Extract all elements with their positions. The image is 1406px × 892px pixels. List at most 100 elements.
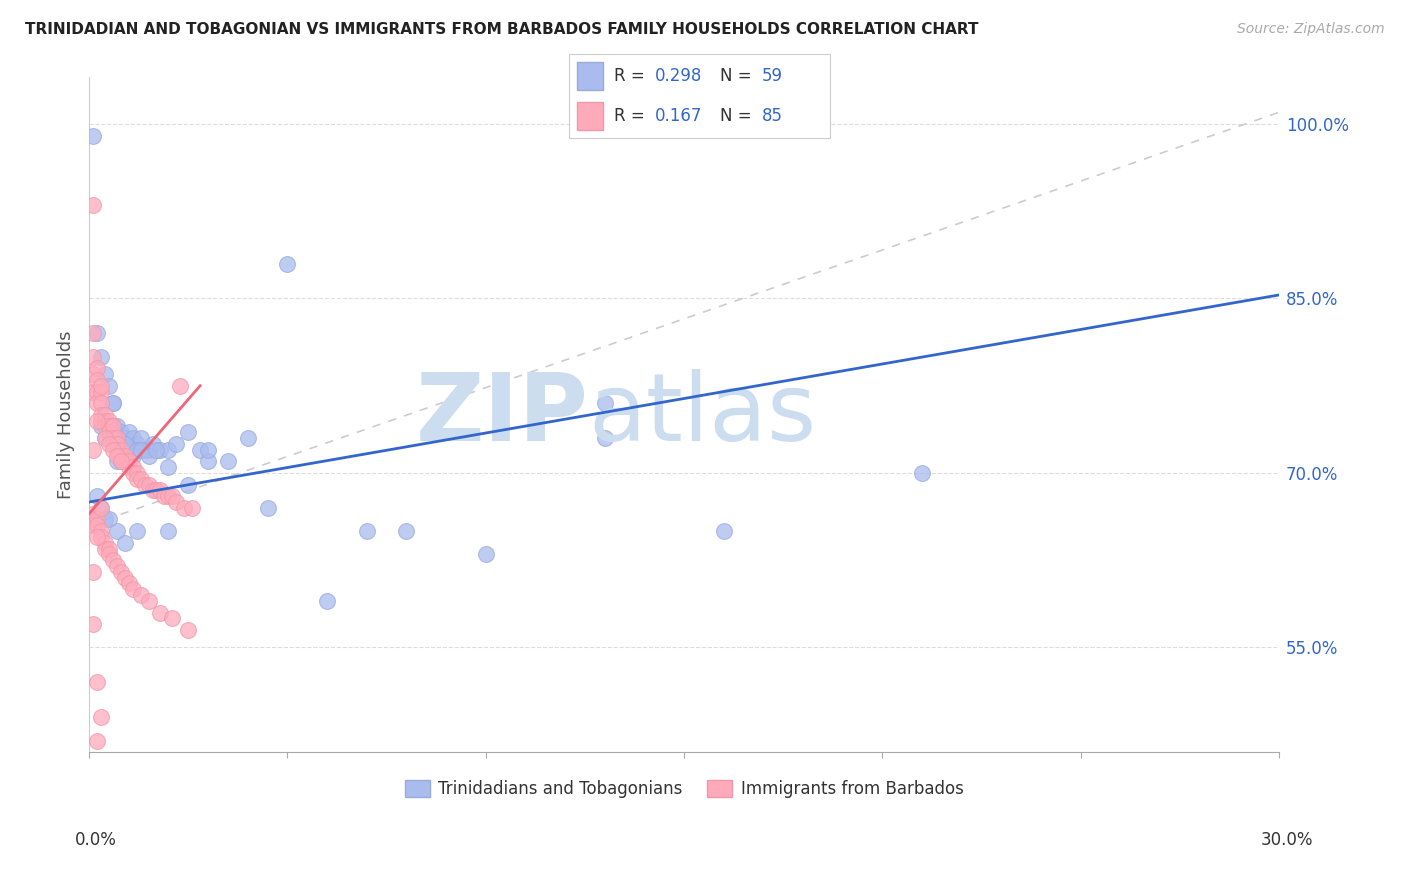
Point (90, 419, 112, 434)
Point (118, 425, 141, 440)
Point (162, 489, 184, 503)
Point (97, 512, 120, 526)
Point (101, 431, 124, 445)
Point (90, 524, 112, 538)
Point (149, 442, 172, 457)
Point (121, 431, 143, 445)
Point (110, 442, 132, 457)
Point (86, 414, 108, 428)
Point (134, 442, 156, 457)
Point (157, 489, 180, 503)
Point (82, 507, 104, 521)
Point (162, 611, 184, 625)
Point (110, 454, 132, 468)
Point (114, 449, 136, 463)
Point (165, 437, 187, 451)
Point (110, 565, 132, 579)
Point (90, 710, 112, 724)
Point (236, 431, 259, 445)
Point (125, 524, 148, 538)
Point (197, 442, 219, 457)
Point (145, 483, 167, 498)
Point (101, 437, 124, 451)
Point (141, 437, 163, 451)
Point (97, 419, 120, 434)
Point (82, 326, 104, 341)
Bar (578, 102, 603, 130)
Point (110, 454, 132, 468)
Point (125, 472, 148, 486)
Point (82, 617, 104, 632)
Point (101, 553, 124, 567)
Point (114, 571, 136, 585)
Point (713, 524, 735, 538)
Point (105, 524, 128, 538)
Point (177, 425, 200, 440)
Point (97, 378, 120, 392)
Point (256, 500, 278, 515)
Text: N =: N = (720, 67, 752, 85)
Point (118, 576, 141, 591)
Point (90, 378, 112, 392)
Point (86, 326, 108, 341)
Point (94, 431, 117, 445)
Point (86, 518, 108, 533)
Point (157, 442, 180, 457)
Point (911, 466, 934, 480)
Text: R =: R = (613, 67, 644, 85)
Point (86, 530, 108, 544)
Point (105, 431, 128, 445)
Point (114, 454, 136, 468)
Point (97, 425, 120, 440)
Point (101, 396, 124, 410)
Point (101, 396, 124, 410)
Point (593, 431, 616, 445)
Point (94, 512, 117, 526)
Text: atlas: atlas (589, 368, 817, 461)
Point (149, 483, 172, 498)
Point (94, 541, 117, 556)
Point (474, 548, 496, 562)
Point (82, 367, 104, 381)
Point (101, 419, 124, 434)
Point (105, 442, 128, 457)
Point (94, 408, 117, 422)
Point (129, 442, 152, 457)
Point (101, 442, 124, 457)
Point (118, 454, 141, 468)
Text: 30.0%: 30.0% (1260, 831, 1313, 849)
Point (121, 466, 143, 480)
Point (395, 524, 418, 538)
Point (86, 489, 108, 503)
Point (90, 500, 112, 515)
Point (97, 541, 120, 556)
Text: 0.0%: 0.0% (75, 831, 117, 849)
Point (114, 535, 136, 549)
Point (97, 548, 120, 562)
Point (114, 437, 136, 451)
Point (90, 408, 112, 422)
Point (153, 489, 176, 503)
Point (177, 623, 200, 637)
Point (94, 419, 117, 434)
Point (134, 477, 156, 491)
Point (105, 437, 128, 451)
Point (110, 425, 132, 440)
Point (82, 198, 104, 212)
Point (82, 565, 104, 579)
Point (141, 483, 163, 498)
Point (114, 431, 136, 445)
Point (129, 431, 152, 445)
Point (173, 500, 195, 515)
Point (149, 606, 172, 620)
Point (125, 466, 148, 480)
Point (90, 350, 112, 364)
Point (125, 442, 148, 457)
Point (105, 449, 128, 463)
Point (86, 675, 108, 690)
Text: 85: 85 (762, 107, 783, 125)
Point (276, 256, 298, 270)
Point (105, 559, 128, 574)
Point (94, 414, 117, 428)
Point (82, 384, 104, 399)
